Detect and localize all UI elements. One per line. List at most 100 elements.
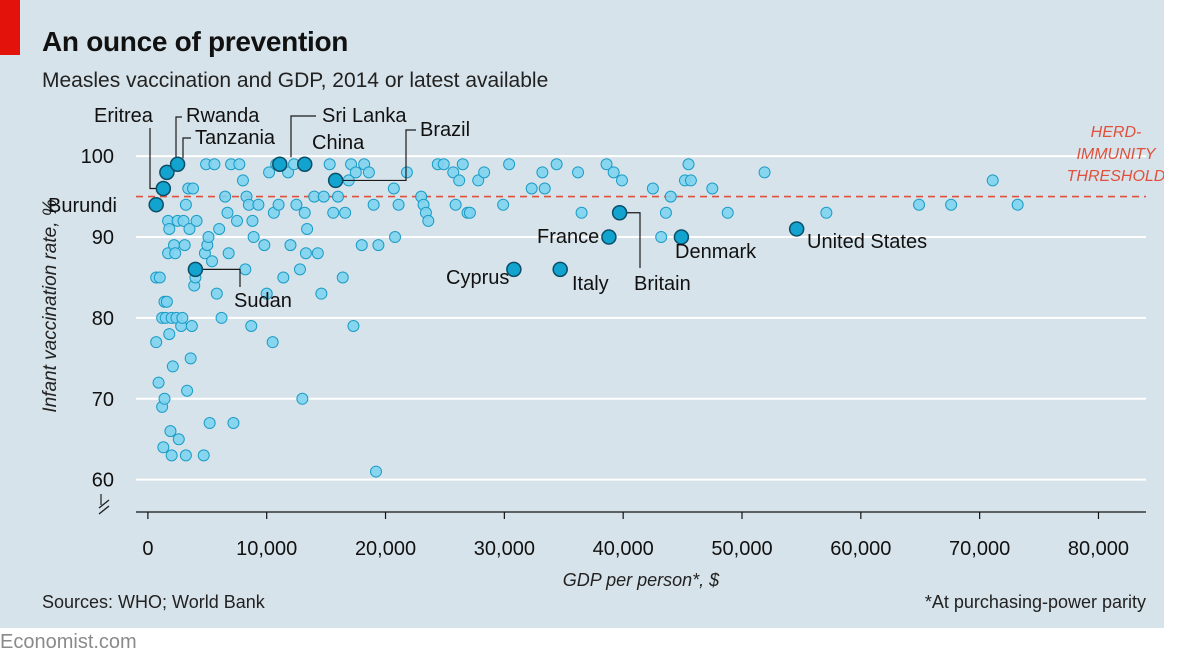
highlight-point-sri-lanka [272,156,288,173]
highlight-point-britain [611,205,628,221]
highlight-point-cyprus [506,261,522,278]
chart-title: An ounce of prevention [42,26,349,57]
data-point [572,166,585,179]
data-point [536,166,549,179]
highlight-point-china [296,156,313,173]
highlight-point-eritrea [155,180,172,197]
label-rwanda: Rwanda [186,105,260,127]
data-point [1011,198,1024,211]
scatter-chart: 60 70 80 90 100 0 10,000 20,000 30,000 40,000 50,0… [40,105,1164,590]
data-point [227,417,240,430]
data-point [478,166,491,179]
leader-britain [626,212,641,268]
x-tick-label: 0 [142,538,153,560]
data-point [758,166,771,179]
data-point [422,214,435,227]
highlight-point-rwanda [159,164,175,181]
data-point [298,206,311,219]
data-point [290,198,303,211]
label-tanzania: Tanzania [195,127,276,149]
axis-break-icon [98,499,110,515]
label-china: China [312,132,365,154]
data-point [158,392,171,405]
data-point [664,190,677,203]
leader-brazil [342,129,416,182]
data-point [179,449,192,462]
brand-red-bar [0,0,20,55]
data-point [332,190,344,203]
label-leaders [149,115,641,287]
x-tick-label: 40,000 [593,538,654,560]
data-point [370,465,383,478]
data-point [820,206,833,219]
highlight-point-france [601,229,617,245]
x-tick-label: 30,000 [474,538,535,560]
data-point [362,166,375,179]
data-point [221,206,234,219]
data-point [372,239,385,252]
data-point [179,198,192,211]
data-point [185,320,198,332]
data-point [315,287,328,300]
data-point [392,198,405,211]
data-point [339,206,352,219]
data-point [447,166,460,179]
data-point [222,247,235,260]
x-axis-title: GDP per person*, $ [563,570,720,590]
data-point [986,174,999,187]
axes: 60 70 80 90 100 0 10,000 20,000 30,000 40,000 50,0… [40,146,1146,590]
gridlines [136,155,1146,481]
label-denmark: Denmark [675,241,757,263]
data-point [323,158,336,171]
leader-rwanda [175,116,182,167]
leader-sri-lanka [290,115,316,158]
x-tick-label: 70,000 [949,538,1010,560]
data-point [682,158,695,171]
data-point [164,425,177,438]
data-point [208,158,221,171]
data-point [202,231,215,244]
data-point [311,247,324,260]
data-point [157,441,170,454]
highlight-point-brazil [327,172,344,189]
data-point [169,247,182,260]
data-point [160,295,173,308]
highlight-point-burundi [148,196,164,213]
data-point [165,449,178,462]
data-point [684,174,697,187]
data-point [197,449,210,462]
data-point [575,206,588,219]
data-point [453,174,466,187]
data-point [266,336,279,349]
highlight-point-tanzania [169,156,186,173]
highlight-point-denmark [673,229,690,245]
x-tick-label: 50,000 [711,538,772,560]
data-point [231,214,243,227]
data-point [347,320,360,332]
data-point [233,158,246,171]
data-point [615,174,628,187]
data-point [239,263,252,276]
data-point [437,158,450,171]
data-point [210,287,223,300]
sources-note: Sources: WHO; World Bank [42,592,265,612]
data-point [183,222,196,235]
data-point [203,417,216,430]
threshold-label: HERD- [1091,124,1142,141]
data-point [263,166,276,179]
data-point [163,222,176,235]
data-point [355,239,368,252]
data-point [497,198,510,211]
data-point [181,384,194,397]
x-tick-label: 60,000 [830,538,891,560]
data-point [296,392,309,405]
label-sri-lanka: Sri Lanka [322,105,407,127]
data-point [172,433,185,446]
data-point [272,198,285,211]
data-point [349,166,362,179]
data-point [449,198,462,211]
data-point [187,182,200,195]
herd-immunity-threshold: HERD- IMMUNITY THRESHOLD [136,124,1164,198]
data-point [472,174,485,187]
data-point [607,166,620,179]
